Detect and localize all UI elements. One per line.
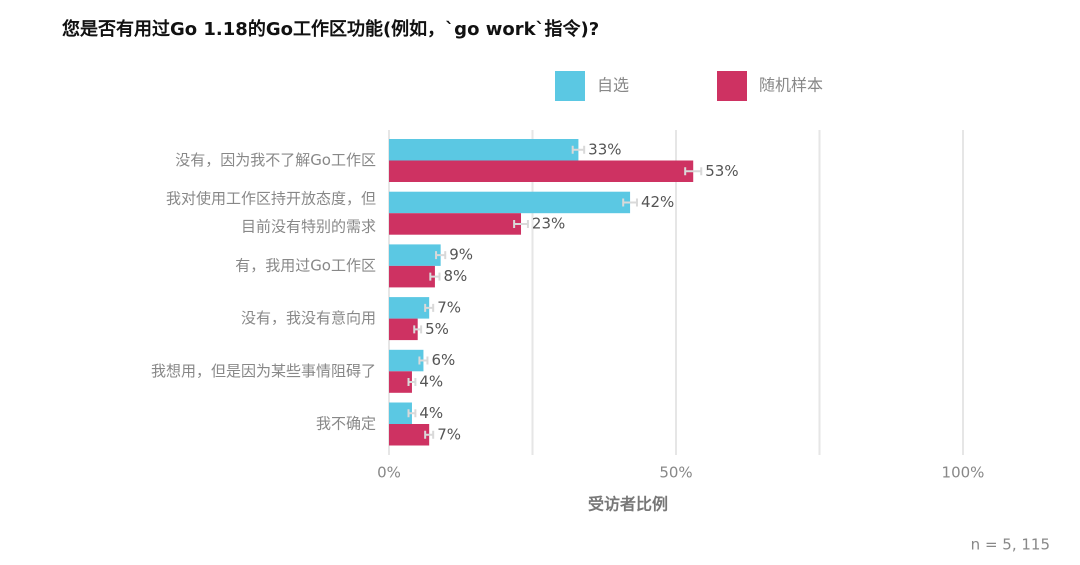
value-label: 9% <box>449 246 473 264</box>
bar <box>389 349 424 372</box>
legend-swatch <box>555 71 585 101</box>
error-bar <box>435 251 447 260</box>
x-tick-label: 50% <box>659 464 692 482</box>
value-label: 6% <box>431 351 455 369</box>
error-bar <box>407 378 417 387</box>
value-label: 7% <box>437 425 461 443</box>
error-bar <box>407 409 417 418</box>
error-bar <box>571 145 586 154</box>
bar <box>389 244 441 266</box>
bar <box>389 213 522 235</box>
y-tick-label: 没有，因为我不了解Go工作区 <box>175 151 376 169</box>
y-tick-label: 我对使用工作区持开放态度，但 <box>166 190 376 208</box>
bar <box>389 297 430 319</box>
value-label: 8% <box>444 267 468 285</box>
bar <box>389 160 694 182</box>
y-tick-label: 我不确定 <box>316 415 376 433</box>
y-tick-label: 有，我用过Go工作区 <box>235 256 376 274</box>
x-tick-label: 0% <box>377 464 401 482</box>
legend-swatch <box>717 71 747 101</box>
value-label: 4% <box>419 373 443 391</box>
y-tick-label: 目前没有特别的需求 <box>241 218 376 236</box>
bar <box>389 318 418 341</box>
error-bar <box>513 219 529 228</box>
value-label: 23% <box>532 214 565 232</box>
error-bar <box>413 325 423 334</box>
error-bar <box>622 198 638 207</box>
value-label: 33% <box>588 140 621 158</box>
error-bar <box>684 167 703 176</box>
bar <box>389 139 579 161</box>
value-label: 42% <box>641 193 674 211</box>
chart-title: 您是否有用过Go 1.18的Go工作区功能(例如，`go work`指令)? <box>62 18 599 40</box>
legend-label: 自选 <box>597 76 629 95</box>
y-tick-label: 没有，我没有意向用 <box>241 309 376 327</box>
error-bar <box>429 272 441 281</box>
error-bar <box>418 356 429 365</box>
error-bar <box>424 430 435 439</box>
y-tick-label: 我想用，但是因为某些事情阻碍了 <box>151 362 376 380</box>
x-axis-title: 受访者比例 <box>588 495 668 514</box>
value-label: 5% <box>425 320 449 338</box>
note: n = 5, 115 <box>971 536 1050 554</box>
value-label: 53% <box>705 162 738 180</box>
bar <box>389 265 435 288</box>
bar <box>389 424 430 446</box>
bar <box>389 191 631 214</box>
x-tick-label: 100% <box>942 464 985 482</box>
bar <box>389 371 412 393</box>
value-label: 7% <box>437 298 461 316</box>
error-bar <box>424 303 435 312</box>
value-label: 4% <box>419 404 443 422</box>
bar <box>389 402 412 424</box>
legend-label: 随机样本 <box>759 76 823 95</box>
